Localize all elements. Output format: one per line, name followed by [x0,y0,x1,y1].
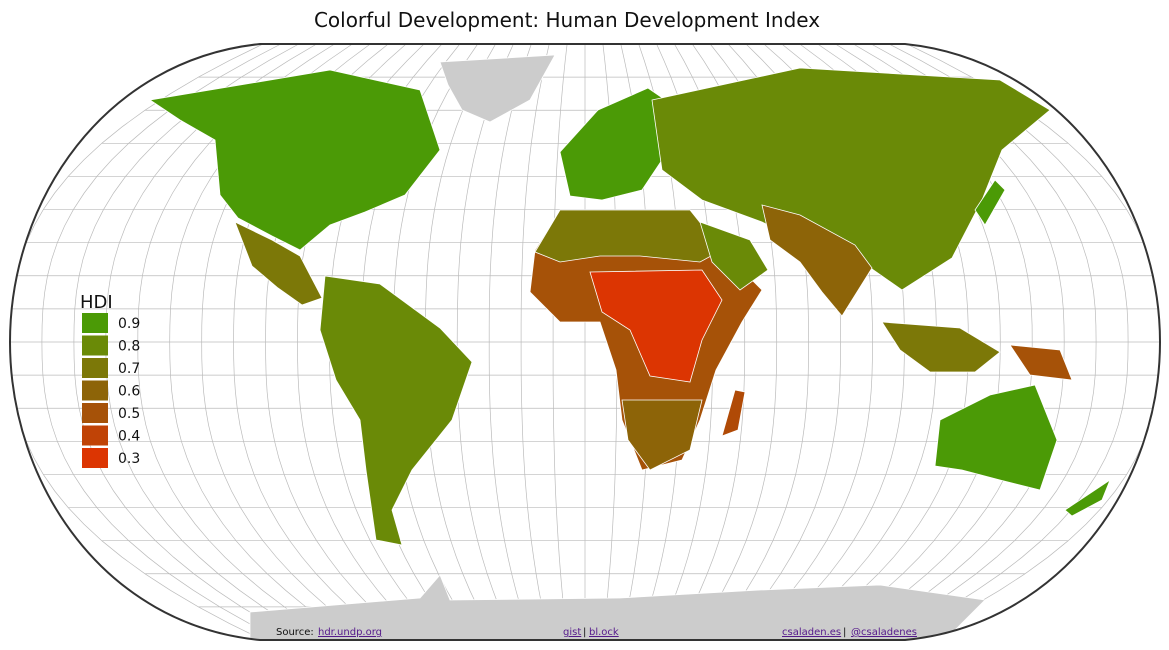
legend-swatch [82,403,108,423]
countries [148,54,1111,640]
meridian [10,44,264,640]
legend-label: 0.5 [118,406,140,422]
legend-label: 0.4 [118,429,140,445]
legend-label: 0.7 [118,361,140,377]
title: Colorful Development: Human Development … [314,8,820,32]
meridian [906,44,1160,640]
footer: Source: hdr.undp.org gist | bl.ock csala… [276,627,917,638]
globe-outline [8,43,1162,641]
papua [1009,344,1073,381]
legend-swatch [82,425,108,446]
site-link[interactable]: csaladen.es [782,627,841,638]
north-america [148,69,441,251]
legend-swatch [82,358,108,378]
legend-swatch [82,380,108,401]
source-link[interactable]: hdr.undp.org [318,627,382,638]
southern-africa [621,399,703,471]
legend: HDI 0.9 0.8 0.7 0.6 0.5 0.4 0.3 [80,292,140,468]
legend-swatch [82,313,108,333]
southeast-asia [881,321,1001,373]
south-america [319,275,473,546]
madagascar [721,389,746,437]
gist-link[interactable]: gist [563,627,581,638]
legend-label: 0.8 [118,339,140,355]
legend-title: HDI [80,292,113,313]
legend-label: 0.6 [118,384,140,400]
japan [974,179,1006,226]
separator: | [583,627,586,638]
separator: | [843,627,846,638]
new-zealand [1064,478,1111,517]
north-africa [534,209,723,263]
greenland [439,54,556,123]
central-africa [589,269,723,383]
legend-label: 0.3 [118,451,140,467]
legend-swatch [82,335,108,356]
central-america [234,221,323,306]
asia [651,67,1051,291]
south-asia [761,204,873,317]
arabia [699,221,769,291]
australia [934,384,1058,491]
twitter-link[interactable]: @csaladenes [851,627,917,638]
antarctica [249,574,986,640]
legend-label: 0.9 [118,316,140,332]
block-link[interactable]: bl.ock [589,627,619,638]
source-label: Source: [276,627,314,638]
legend-swatch [82,448,108,468]
